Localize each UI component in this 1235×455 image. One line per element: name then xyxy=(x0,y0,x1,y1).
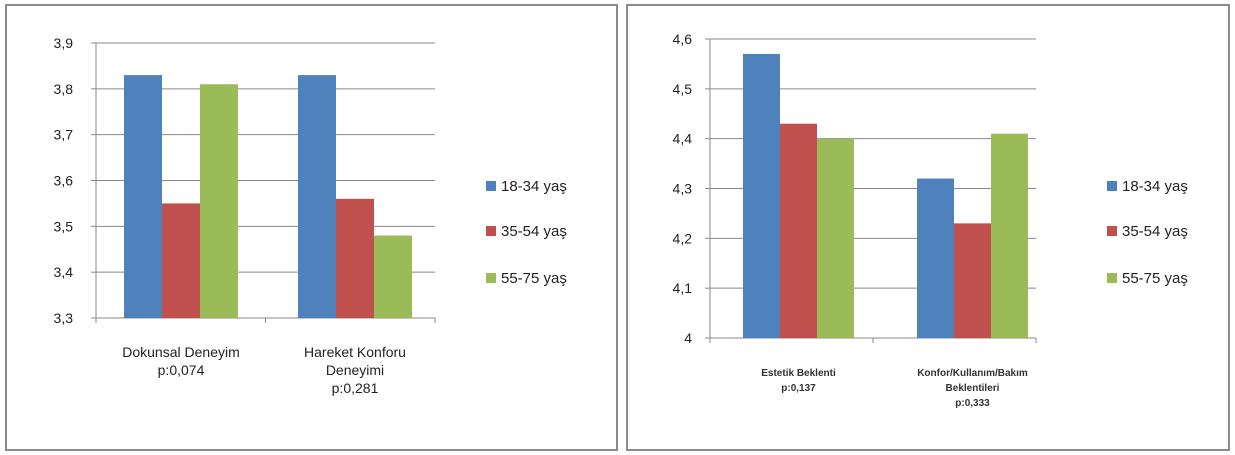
legend-swatch-2 xyxy=(486,226,496,236)
y-tick-label: 3,4 xyxy=(54,264,74,280)
y-tick-label: 3,5 xyxy=(54,218,74,234)
y-tick-label: 4,5 xyxy=(673,81,693,97)
y-tick-label: 3,6 xyxy=(54,173,74,189)
y-tick-label: 4,2 xyxy=(673,230,693,246)
y-tick-label: 4,1 xyxy=(673,280,693,296)
category-label-1: p:0,074 xyxy=(158,362,205,378)
category-label-2: Hareket Konforu xyxy=(304,344,406,360)
legend-label-2: 35-54 yaş xyxy=(501,223,567,240)
bar-1-series-3 xyxy=(817,138,854,338)
legend-swatch-1 xyxy=(486,181,496,191)
legend-label-1: 18-34 yaş xyxy=(1122,178,1188,195)
legend-label-3: 55-75 yaş xyxy=(501,270,567,287)
bar-1-series-2 xyxy=(162,203,200,318)
category-label-1: p:0,137 xyxy=(781,383,816,394)
y-tick-label: 4,6 xyxy=(673,31,693,47)
category-label-2: p:0,281 xyxy=(332,380,379,396)
y-tick-label: 4,4 xyxy=(673,131,693,147)
legend-swatch-3 xyxy=(486,273,496,283)
bar-1-series-2 xyxy=(780,123,817,338)
y-tick-label: 4,3 xyxy=(673,181,693,197)
chart-right: 4 4,1 4,2 4,3 4,4 4,5 4,6 Estetik Beklenti p:0,1… xyxy=(673,31,1188,409)
bar-1-series-3 xyxy=(200,84,238,318)
legend-swatch-2 xyxy=(1107,226,1117,236)
bar-2-series-3 xyxy=(991,133,1028,338)
y-tick-label: 3,3 xyxy=(54,310,74,326)
category-label-2: Deneyimi xyxy=(326,362,384,378)
chart-panel-left: 3,3 3,4 3,5 3,6 3,7 3,8 3,9 Dokunsal Deneyim p:0… xyxy=(5,4,618,451)
bar-2-series-2 xyxy=(954,223,991,338)
category-label-2: Konfor/Kullanım/Bakım xyxy=(917,368,1028,379)
bar-2-series-2 xyxy=(336,198,374,318)
y-tick-label: 4 xyxy=(684,330,692,346)
bar-1-series-1 xyxy=(743,53,780,338)
category-label-1: Estetik Beklenti xyxy=(761,368,836,379)
bar-2-series-1 xyxy=(917,178,954,338)
legend-label-3: 55-75 yaş xyxy=(1122,270,1188,287)
category-label-2: Beklentileri xyxy=(946,383,1000,394)
chart-left: 3,3 3,4 3,5 3,6 3,7 3,8 3,9 Dokunsal Deneyim p:0… xyxy=(54,35,567,396)
category-label-1: Dokunsal Deneyim xyxy=(122,344,240,360)
bar-1-series-1 xyxy=(124,75,162,318)
y-tick-label: 3,9 xyxy=(54,35,74,51)
bar-2-series-3 xyxy=(374,235,412,318)
legend-label-2: 35-54 yaş xyxy=(1122,223,1188,240)
chart-panel-right: 4 4,1 4,2 4,3 4,4 4,5 4,6 Estetik Beklenti p:0,1… xyxy=(626,4,1230,451)
legend-swatch-1 xyxy=(1107,181,1117,191)
legend-label-1: 18-34 yaş xyxy=(501,178,567,195)
legend-swatch-3 xyxy=(1107,273,1117,283)
y-tick-label: 3,7 xyxy=(54,127,74,143)
bar-2-series-1 xyxy=(298,75,336,318)
category-label-2: p:0,333 xyxy=(955,398,990,409)
y-tick-label: 3,8 xyxy=(54,81,74,97)
